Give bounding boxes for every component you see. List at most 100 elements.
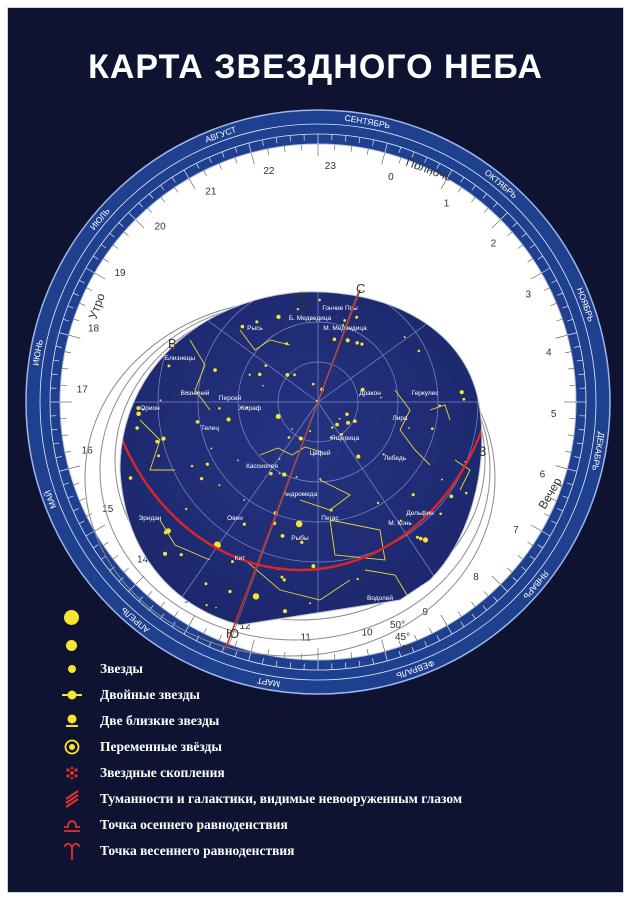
star [380, 396, 382, 399]
star [300, 540, 304, 544]
hour-label: 14 [137, 555, 149, 566]
star [329, 436, 332, 439]
star [231, 560, 234, 564]
month-label: МАРТ [256, 675, 281, 689]
constellation-label: Рысь [247, 325, 263, 332]
hour-label: 21 [205, 186, 217, 197]
constellation-label: Ящерица [331, 435, 360, 442]
legend-label: Туманности и галактики, видимые невооруж… [100, 791, 463, 806]
star-cluster-icon [66, 766, 78, 780]
latitude-label: 55° [295, 292, 309, 302]
star [439, 512, 442, 516]
hour-label: 20 [155, 221, 167, 232]
star [342, 323, 344, 326]
constellation-label: Кит [235, 555, 245, 562]
star [226, 417, 231, 422]
compass-south: Ю [226, 626, 239, 641]
star [199, 476, 204, 481]
star [399, 519, 402, 522]
star [248, 373, 251, 376]
star [360, 387, 365, 392]
star [352, 419, 357, 424]
star [319, 478, 322, 481]
legend-label: Двойные звезды [100, 687, 200, 702]
hour-label: 23 [325, 161, 337, 172]
constellation-label: Геркулес [412, 390, 440, 397]
latitude-label: 45° [395, 632, 410, 643]
star [264, 364, 268, 368]
hour-label: 15 [102, 504, 114, 515]
star [255, 320, 259, 324]
hour-label: 6 [540, 470, 546, 481]
star [269, 471, 273, 476]
star [403, 336, 406, 339]
constellation-label: Пегас [321, 515, 339, 522]
star [213, 368, 217, 372]
star [318, 298, 321, 302]
hour-label: 11 [300, 632, 311, 643]
hour-label: 17 [77, 384, 89, 395]
constellation-label: Близнецы [165, 355, 196, 362]
hour-label: 10 [362, 627, 374, 638]
hour-label: 22 [263, 166, 275, 177]
compass-north: С [356, 281, 365, 296]
star [243, 499, 246, 501]
star [408, 427, 410, 429]
star [293, 373, 296, 377]
legend-label: Две близкие звезды [100, 713, 220, 728]
star [309, 430, 312, 433]
star [296, 307, 300, 311]
meridian-line [224, 289, 361, 651]
close-stars-icon [66, 714, 78, 727]
variable-star-icon [64, 739, 80, 755]
star [204, 582, 208, 586]
star [190, 464, 194, 468]
star [464, 491, 468, 495]
star [355, 315, 359, 319]
constellation-label: Цефей [309, 449, 330, 457]
star [309, 602, 312, 605]
nebula-icon [65, 790, 79, 808]
star [280, 575, 284, 579]
star [356, 577, 359, 581]
constellation-label: Дракон [359, 390, 381, 397]
constellation-label: Гончие Псы [322, 305, 358, 312]
star [345, 338, 350, 343]
star [449, 494, 454, 499]
constellation-label: Орион [140, 405, 160, 412]
hour-label: 5 [551, 409, 557, 420]
star [440, 478, 443, 481]
constellation-label: Жираф [239, 405, 262, 412]
star [161, 436, 166, 441]
star [205, 462, 209, 466]
ecliptic-line [120, 291, 482, 572]
star [186, 391, 188, 394]
constellation-label: Б. Медведица [289, 315, 332, 322]
star [135, 426, 139, 430]
star [285, 373, 290, 377]
star [462, 397, 466, 401]
constellation-lines [139, 329, 471, 601]
star [252, 593, 260, 600]
star [167, 364, 171, 368]
star [280, 533, 285, 538]
double-star-icon [62, 690, 82, 700]
hour-label: 2 [491, 239, 497, 250]
compass-west: В [168, 336, 177, 351]
hour-label: 18 [88, 324, 100, 335]
star [218, 484, 221, 487]
vernal-equinox-icon [64, 842, 80, 860]
star [291, 428, 293, 430]
hour-label: 0 [388, 172, 394, 183]
star-bright-icon [64, 610, 79, 625]
star [295, 520, 303, 528]
star [382, 453, 385, 456]
constellation-label: Андромеда [283, 491, 318, 498]
star [185, 507, 188, 511]
star-icon [68, 665, 76, 673]
constellation-label: Овен [227, 515, 243, 522]
star [287, 436, 291, 439]
star [205, 603, 208, 607]
star-medium-icon [66, 640, 77, 651]
